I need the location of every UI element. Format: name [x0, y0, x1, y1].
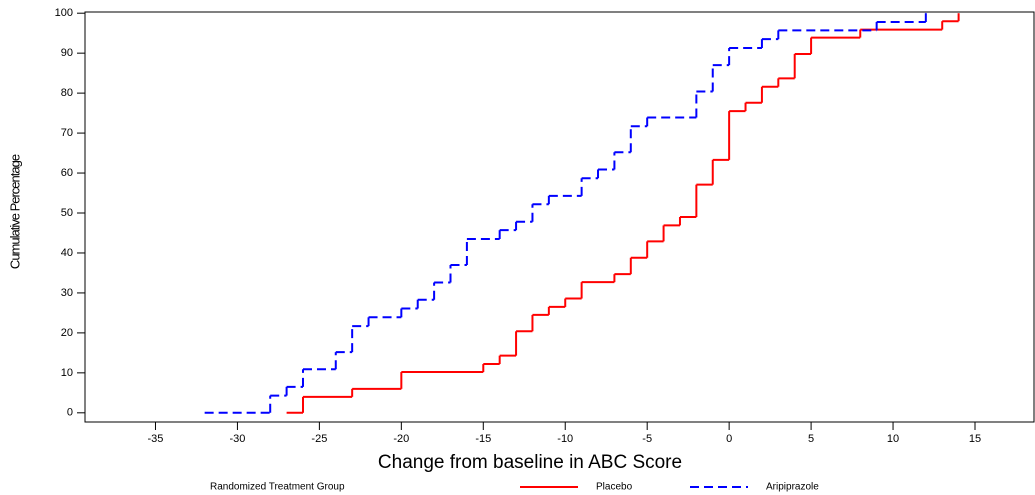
y-tick-label: 100 [55, 7, 73, 19]
legend-label: Placebo [596, 482, 633, 493]
x-tick-label: -10 [557, 433, 573, 445]
y-tick-label: 0 [67, 407, 73, 419]
plot-frame [84, 11, 1035, 423]
x-tick-label: 10 [887, 433, 899, 445]
y-tick-label: 10 [61, 367, 73, 379]
y-axis-label: Cumulative Percentage [7, 154, 22, 269]
x-tick-label: -15 [475, 433, 491, 445]
x-tick-label: -35 [148, 433, 164, 445]
y-tick-label: 80 [61, 87, 73, 99]
y-tick-label: 30 [61, 287, 73, 299]
y-tick-label: 50 [61, 207, 73, 219]
y-tick-label: 40 [61, 247, 73, 259]
x-tick-label: 0 [726, 433, 732, 445]
x-tick-label: -25 [311, 433, 327, 445]
x-tick-label: -20 [393, 433, 409, 445]
y-tick-label: 90 [61, 47, 73, 59]
y-tick-label: 60 [61, 167, 73, 179]
legend-label: Aripiprazole [766, 482, 819, 493]
x-tick-label: -30 [229, 433, 245, 445]
y-tick-label: 70 [61, 127, 73, 139]
x-tick-label: 5 [808, 433, 814, 445]
x-tick-label: 15 [969, 433, 981, 445]
y-tick-label: 20 [61, 327, 73, 339]
x-axis-label: Change from baseline in ABC Score [378, 452, 682, 473]
legend-title: Randomized Treatment Group [210, 482, 345, 493]
x-tick-label: -5 [642, 433, 652, 445]
